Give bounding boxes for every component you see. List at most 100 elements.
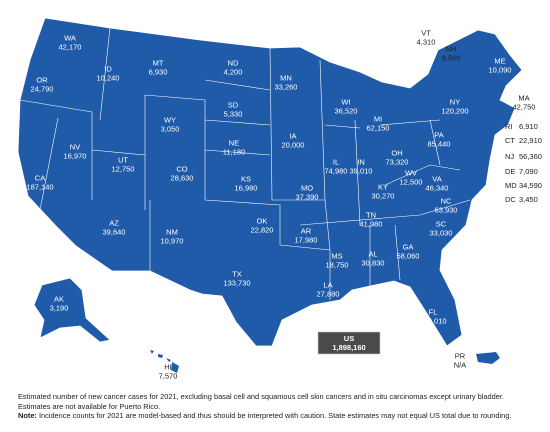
state-abbr: LA (323, 280, 332, 289)
state-value: N/A (454, 360, 467, 369)
state-value: 30,830 (362, 258, 385, 267)
state-abbr: OK (257, 216, 268, 225)
state-value: 46,340 (426, 183, 449, 192)
state-value: 36,520 (335, 106, 358, 115)
state-value: 16,970 (64, 151, 87, 160)
state-abbr: NJ (505, 152, 514, 161)
state-abbr: AR (301, 226, 312, 235)
puerto-rico (476, 352, 500, 364)
state-value: 20,000 (282, 140, 305, 149)
state-value: 42,750 (513, 102, 536, 111)
state-abbr: TN (366, 210, 376, 219)
state-value: 58,060 (397, 251, 420, 260)
state-value: 74,980 (325, 166, 348, 175)
state-abbr: CT (505, 136, 515, 145)
state-value: 18,750 (326, 260, 349, 269)
state-value: 148,010 (419, 316, 446, 325)
state-abbr: VA (432, 174, 441, 183)
state-abbr: AK (54, 294, 64, 303)
state-borders (19, 27, 471, 300)
state-value: 85,440 (428, 139, 451, 148)
state-value: 63,930 (435, 205, 458, 214)
state-abbr: KY (378, 182, 388, 191)
note-text: Incidence counts for 2021 are model-base… (36, 411, 512, 421)
state-value: 10,240 (97, 73, 120, 82)
state-abbr: WA (64, 33, 76, 42)
state-abbr: AL (368, 249, 377, 258)
state-value: 30,270 (372, 191, 395, 200)
state-value: 3,050 (161, 124, 180, 133)
footnote-note: Note: Incidence counts for 2021 are mode… (18, 411, 511, 421)
state-abbr: NH (446, 44, 457, 53)
us-value: 1,898,160 (332, 343, 365, 352)
state-abbr: MT (153, 58, 164, 67)
state-abbr: ME (494, 56, 505, 65)
state-abbr: CO (176, 164, 187, 173)
state-value: 39,010 (350, 166, 373, 175)
state-abbr: FL (429, 307, 438, 316)
state-value: 73,320 (386, 157, 409, 166)
state-value: 187,140 (26, 182, 53, 191)
state-abbr: IA (289, 131, 296, 140)
state-abbr: NC (441, 196, 452, 205)
state-abbr: OR (36, 75, 48, 84)
state-abbr: WI (341, 97, 350, 106)
state-value: 27,880 (317, 289, 340, 298)
state-value: 33,030 (430, 228, 453, 237)
state-abbr: NE (229, 138, 239, 147)
state-value: 7,090 (519, 167, 538, 176)
state-value: 24,790 (31, 84, 54, 93)
state-abbr: MS (331, 251, 342, 260)
state-abbr: SC (436, 219, 447, 228)
state-abbr: DE (505, 167, 515, 176)
state-abbr: UT (118, 155, 128, 164)
state-abbr: PA (434, 130, 443, 139)
footnote: Estimated number of new cancer cases for… (18, 392, 511, 421)
us-label: US (344, 334, 354, 343)
state-abbr: MN (280, 73, 292, 82)
state-value: 7,570 (159, 371, 178, 380)
state-value: 10,090 (489, 65, 512, 74)
state-value: 33,260 (275, 82, 298, 91)
state-abbr: IL (333, 157, 339, 166)
note-label: Note: (18, 411, 37, 421)
state-abbr: MA (518, 93, 529, 102)
state-value: 4,200 (224, 67, 243, 76)
state-abbr: WY (164, 115, 176, 124)
state-value: 39,640 (103, 227, 126, 236)
state-value: 28,630 (171, 173, 194, 182)
state-abbr: NY (450, 97, 460, 106)
state-abbr: KS (241, 174, 251, 183)
state-value: 6,910 (519, 122, 538, 131)
state-abbr: NV (70, 142, 80, 151)
state-abbr: RI (505, 122, 513, 131)
state-abbr: MI (374, 114, 382, 123)
state-value: 17,980 (295, 235, 318, 244)
state-abbr: MO (301, 183, 313, 192)
state-abbr: VT (421, 28, 431, 37)
state-value: 22,910 (519, 136, 542, 145)
state-value: 6,930 (149, 67, 168, 76)
state-value: 12,500 (400, 177, 423, 186)
state-value: 133,730 (223, 278, 250, 287)
contiguous-us (17, 17, 523, 347)
state-abbr: ND (228, 58, 239, 67)
state-abbr: SD (228, 100, 239, 109)
state-abbr: GA (403, 242, 414, 251)
state-abbr: TX (232, 269, 242, 278)
state-abbr: ID (104, 64, 112, 73)
state-value: 56,360 (519, 152, 542, 161)
state-abbr: CA (35, 173, 45, 182)
state-abbr: OH (391, 148, 402, 157)
state-abbr: DC (505, 195, 516, 204)
state-value: 3,450 (519, 195, 538, 204)
state-value: 11,180 (223, 147, 245, 156)
state-value: 37,390 (296, 192, 319, 201)
hawaii (150, 350, 179, 373)
state-abbr: WV (405, 168, 417, 177)
state-value: 9,560 (442, 53, 461, 62)
state-value: 62,150 (367, 123, 390, 132)
state-value: 3,190 (50, 303, 69, 312)
